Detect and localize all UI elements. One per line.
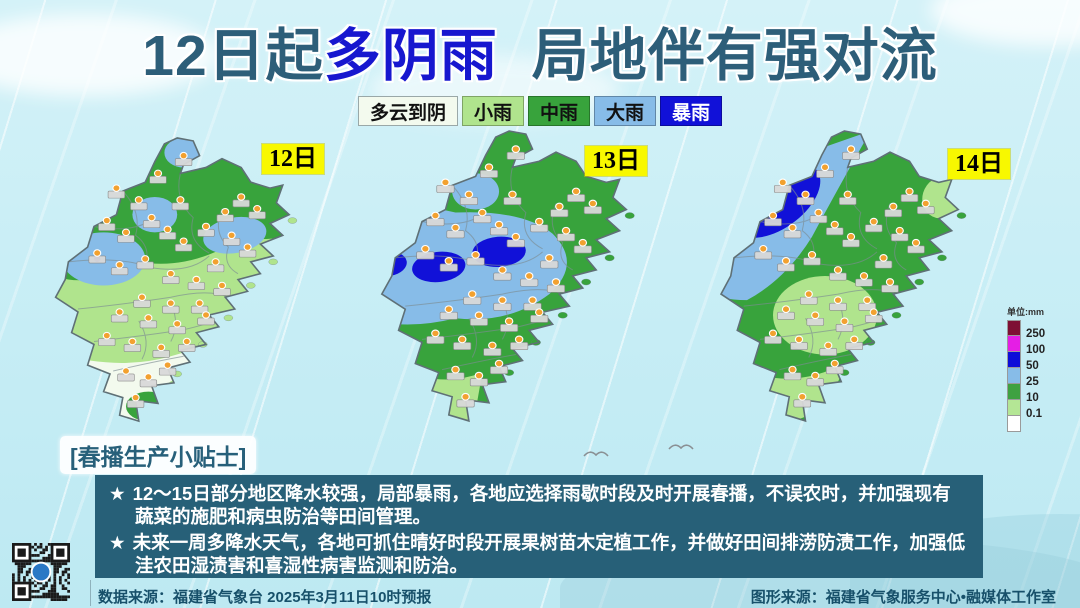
city-markers <box>754 145 935 408</box>
seagull-icon <box>668 444 694 450</box>
scalebar-cell <box>1007 368 1021 384</box>
forecast-map-day14 <box>695 128 1020 430</box>
qr-code <box>12 543 70 601</box>
rain-level-legend: 多云到阴 小雨 中雨 大雨 暴雨 <box>0 96 1080 126</box>
legend-item-moderate: 中雨 <box>527 96 590 126</box>
scalebar-cell <box>1007 320 1021 336</box>
tip-item: ★ 12～15日部分地区降水较强，局部暴雨，各地应选择雨歇时段及时开展春播，不误农… <box>109 483 951 528</box>
scalebar-cell <box>1007 416 1021 432</box>
scalebar-cell <box>1007 352 1021 368</box>
scalebar-tick-label: 100 <box>1026 344 1046 356</box>
footer-divider <box>90 580 91 606</box>
map-14 <box>695 128 1020 430</box>
forecast-map-day12 <box>30 135 350 430</box>
star-bullet-icon: ★ <box>109 483 126 504</box>
tip-item: ★ 未来一周多降水天气，各地可抓住晴好时段开展果树苗木定植工作，并做好田间排涝防渍… <box>109 531 966 576</box>
title-part-dates: 12日起 <box>142 24 324 88</box>
precipitation-scalebar: 单位:mm 250 100 50 25 10 0.1 <box>1007 305 1073 432</box>
legend-item-light: 小雨 <box>461 96 524 126</box>
page-title: 12日起多阴雨 局地伴有强对流 <box>0 10 1080 92</box>
forecast-map-day13 <box>355 128 690 430</box>
seagull-icon <box>583 451 609 457</box>
star-bullet-icon: ★ <box>109 531 126 553</box>
legend-item-cloudy: 多云到阴 <box>357 96 458 126</box>
map-12 <box>30 135 350 430</box>
scalebar-cell <box>1007 384 1021 400</box>
date-label-12: 12日 <box>262 144 324 174</box>
tips-panel: ★ 12～15日部分地区降水较强，局部暴雨，各地应选择雨歇时段及时开展春播，不误农… <box>95 475 983 578</box>
legend-item-storm: 暴雨 <box>660 96 723 126</box>
scalebar-cell <box>1007 400 1021 416</box>
tips-title: [春播生产小贴士] <box>60 436 257 474</box>
scalebar-colors: 250 100 50 25 10 0.1 <box>1007 320 1045 432</box>
scalebar-tick-label: 0.1 <box>1026 408 1042 420</box>
date-label-13: 13日 <box>585 146 647 176</box>
title-part-convection: 局地伴有强对流 <box>531 24 938 88</box>
scalebar-tick-label: 10 <box>1026 392 1039 404</box>
scalebar-tick-label: 50 <box>1026 360 1039 372</box>
graphic-source-text: 图形来源：福建省气象服务中心•融媒体工作室 <box>750 589 1056 606</box>
scalebar-unit-label: 单位:mm <box>1007 307 1045 317</box>
scalebar-tick-label: 250 <box>1026 328 1046 340</box>
cloud-shape <box>0 14 220 96</box>
scalebar-cell <box>1007 336 1021 352</box>
data-source-text: 数据来源：福建省气象台 2025年3月11日10时预报 <box>98 589 432 606</box>
scalebar-tick-label: 25 <box>1026 376 1039 388</box>
date-label-14: 14日 <box>948 149 1010 179</box>
city-markers <box>88 151 266 408</box>
title-part-rain: 多阴雨 <box>323 24 498 88</box>
legend-item-heavy: 大雨 <box>594 96 657 126</box>
map-13 <box>355 128 690 430</box>
city-markers <box>416 145 602 408</box>
